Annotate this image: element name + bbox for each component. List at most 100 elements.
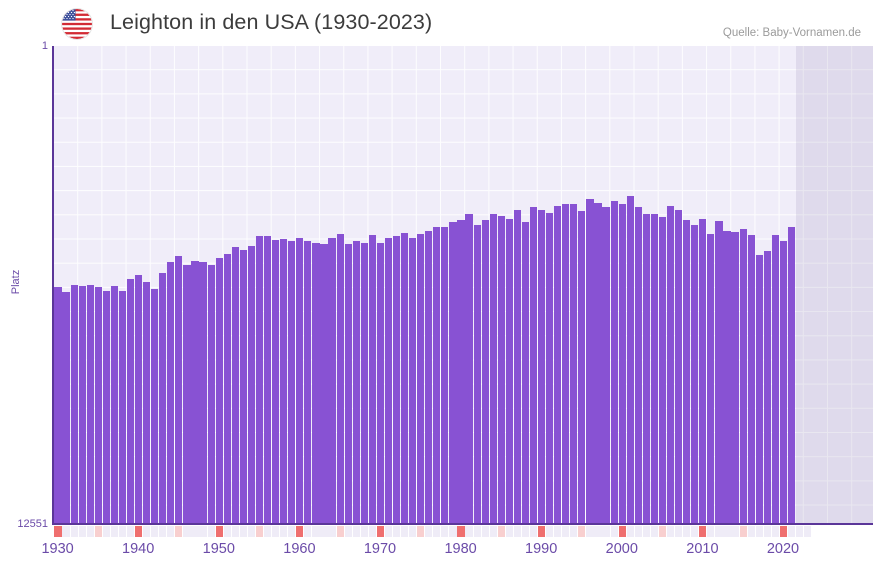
bar[interactable] — [312, 242, 320, 524]
bar[interactable] — [336, 234, 344, 524]
bar[interactable] — [481, 220, 489, 524]
bar[interactable] — [691, 224, 699, 524]
bar[interactable] — [586, 199, 594, 524]
bar[interactable] — [151, 288, 159, 524]
bar[interactable] — [739, 229, 747, 524]
bar[interactable] — [384, 238, 393, 524]
bar[interactable] — [280, 238, 288, 524]
bar[interactable] — [489, 213, 497, 524]
bar[interactable] — [546, 213, 554, 524]
bar[interactable] — [626, 196, 634, 524]
bar[interactable] — [328, 238, 336, 524]
bar[interactable] — [296, 237, 304, 524]
bar[interactable] — [433, 227, 441, 524]
bar[interactable] — [78, 285, 86, 524]
bar[interactable] — [62, 292, 70, 524]
bar[interactable] — [102, 290, 110, 524]
bar[interactable] — [642, 214, 650, 524]
bar[interactable] — [360, 242, 368, 524]
bar[interactable] — [538, 210, 546, 524]
bar[interactable] — [425, 230, 433, 524]
bar[interactable] — [441, 226, 449, 524]
bar[interactable] — [747, 234, 755, 524]
bar[interactable] — [167, 262, 175, 524]
x-tick — [449, 526, 457, 537]
bar[interactable] — [159, 273, 167, 524]
x-tick — [62, 526, 70, 537]
bar[interactable] — [763, 250, 771, 524]
bar[interactable] — [771, 234, 779, 524]
bar[interactable] — [231, 247, 239, 524]
bar[interactable] — [118, 291, 127, 524]
bar[interactable] — [634, 207, 642, 524]
bar[interactable] — [70, 284, 78, 524]
bar[interactable] — [594, 203, 602, 524]
bar[interactable] — [578, 211, 586, 524]
bar[interactable] — [715, 221, 723, 524]
bar[interactable] — [352, 240, 360, 524]
bar[interactable] — [239, 250, 247, 524]
bar[interactable] — [215, 257, 223, 524]
x-tick — [554, 526, 562, 537]
bar[interactable] — [207, 264, 215, 524]
x-tick — [296, 526, 304, 537]
bar[interactable] — [183, 265, 191, 524]
x-tick — [747, 526, 755, 537]
bar[interactable] — [191, 260, 199, 524]
bar[interactable] — [400, 232, 409, 524]
bar[interactable] — [529, 206, 538, 524]
bar[interactable] — [755, 255, 763, 524]
bar[interactable] — [344, 243, 352, 524]
bar[interactable] — [731, 232, 739, 524]
bar[interactable] — [110, 285, 118, 524]
bar[interactable] — [320, 244, 328, 524]
bar[interactable] — [602, 206, 610, 524]
bar[interactable] — [473, 224, 481, 524]
bar[interactable] — [779, 240, 787, 524]
bar[interactable] — [409, 237, 417, 524]
bar[interactable] — [417, 233, 425, 524]
bar[interactable] — [505, 218, 513, 524]
bar[interactable] — [465, 213, 473, 524]
bar[interactable] — [723, 231, 731, 524]
bar[interactable] — [699, 219, 707, 524]
bar[interactable] — [94, 287, 102, 524]
bar[interactable] — [223, 253, 231, 524]
bar[interactable] — [263, 236, 272, 524]
bar[interactable] — [457, 220, 465, 524]
bar[interactable] — [666, 205, 675, 524]
bar[interactable] — [392, 235, 401, 524]
bar[interactable] — [54, 286, 62, 524]
bar[interactable] — [787, 226, 796, 524]
bar[interactable] — [255, 236, 264, 524]
bar[interactable] — [247, 245, 256, 524]
bar[interactable] — [288, 241, 296, 524]
bar[interactable] — [368, 234, 376, 524]
bar[interactable] — [449, 221, 457, 524]
bar[interactable] — [513, 209, 521, 524]
bar[interactable] — [135, 274, 143, 524]
bar[interactable] — [610, 201, 618, 524]
bar[interactable] — [175, 256, 183, 524]
bar[interactable] — [126, 279, 135, 524]
bar[interactable] — [618, 204, 626, 524]
bar[interactable] — [304, 241, 312, 524]
bar[interactable] — [650, 213, 659, 524]
bar[interactable] — [707, 233, 715, 524]
bar[interactable] — [562, 203, 570, 524]
bar[interactable] — [675, 209, 683, 524]
bar[interactable] — [554, 205, 562, 524]
bar[interactable] — [376, 242, 384, 524]
bar[interactable] — [658, 216, 667, 524]
bar[interactable] — [570, 204, 578, 524]
x-tick — [803, 526, 812, 537]
bar[interactable] — [272, 239, 280, 524]
bar[interactable] — [86, 284, 94, 524]
bar[interactable] — [521, 222, 530, 524]
page-title: Leighton in den USA (1930-2023) — [110, 10, 433, 34]
x-axis-line — [52, 523, 873, 525]
bar[interactable] — [683, 219, 691, 524]
bar[interactable] — [497, 215, 505, 524]
bar[interactable] — [199, 262, 207, 524]
bar[interactable] — [143, 282, 151, 524]
